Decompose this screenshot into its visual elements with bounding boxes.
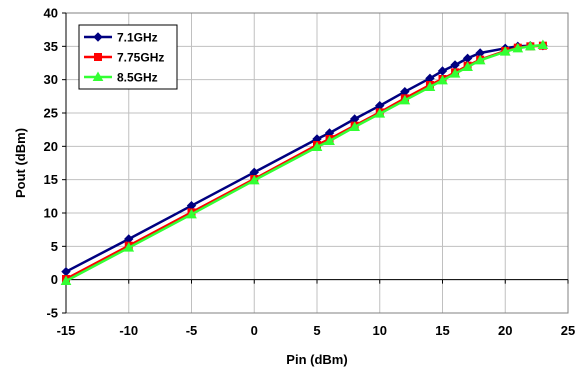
series-point [311,141,323,151]
series-point [94,53,102,61]
x-tick-labels: -15 -10 -5 0 5 10 15 20 25 [57,323,576,338]
legend-label: 8.5GHz [117,71,158,85]
x-tick-label: -10 [119,323,138,338]
x-tick-label: 25 [561,323,575,338]
series-point [437,74,448,85]
y-tick-label: 5 [51,239,58,254]
x-tick-label: 5 [313,323,320,338]
series-point [424,81,436,91]
series-group [60,39,549,285]
series-point [92,71,104,81]
y-tick-label: 10 [44,206,58,221]
series-point [60,275,72,285]
legend-item: 7.75GHz [84,51,164,65]
series-8-5ghz [60,39,549,285]
series-point [248,174,260,185]
x-tick-label: -5 [186,323,198,338]
series-point [186,208,197,219]
series-point [524,40,536,51]
y-tick-label: 0 [51,272,58,287]
y-tick-label: 40 [44,6,58,21]
series-point [449,68,461,78]
series-point [462,61,473,71]
y-tick-label: -5 [46,306,58,321]
series-point [499,46,511,56]
x-tick-label: 15 [435,323,449,338]
legend-label: 7.75GHz [117,51,164,65]
y-axis-title: Pout (dBm) [13,128,28,198]
series-point [123,242,135,252]
x-tick-label: 0 [251,323,258,338]
legend-item: 7.1GHz [84,31,158,45]
y-tick-label: 25 [44,106,58,121]
series-point [399,94,411,105]
series-point [512,42,524,53]
legend-item: 8.5GHz [84,71,158,85]
series-point [374,108,386,118]
x-tick-label: 20 [498,323,512,338]
series-point [349,121,361,131]
y-tick-label: 30 [44,72,58,87]
legend-label: 7.1GHz [117,31,158,45]
series-point [474,54,486,65]
axes [62,12,569,314]
y-tick-label: 20 [44,139,58,154]
series-point [537,39,549,49]
x-tick-label: -15 [57,323,76,338]
y-tick-label: 35 [44,39,58,54]
y-tick-label: 15 [44,172,58,187]
series-point [93,32,103,42]
x-tick-label: 10 [373,323,387,338]
legend: 7.1GHz 7.75GHz 8.5GHz [78,24,178,90]
y-tick-labels: -5 0 5 10 15 20 25 30 35 40 [44,6,58,321]
series-point [324,135,335,145]
x-axis-title: Pin (dBm) [286,352,347,367]
